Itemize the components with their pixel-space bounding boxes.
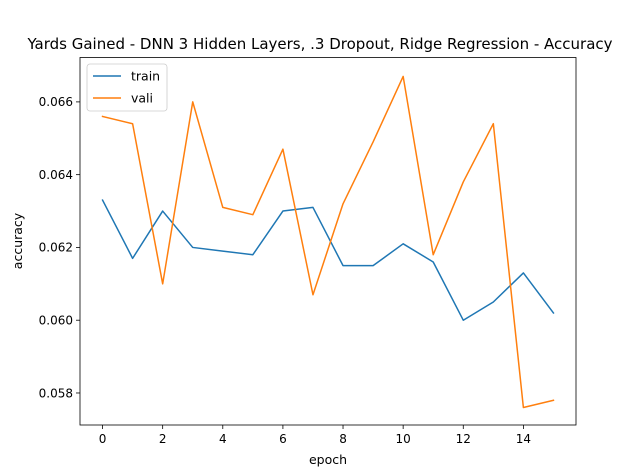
y-tick-label: 0.066 [39,95,73,109]
y-axis-label: accuracy [10,212,25,269]
x-tick-label: 10 [396,432,411,446]
y-tick-label: 0.060 [39,314,73,328]
plot-area [79,57,577,426]
series-line-vali [101,75,555,409]
x-tick-label: 6 [279,432,287,446]
x-tick-label: 2 [159,432,167,446]
y-tick-label: 0.062 [39,241,73,255]
x-axis-label: epoch [309,452,347,467]
plot-lines [101,75,555,409]
x-tick-label: 0 [99,432,107,446]
x-axis-ticks: 0 2 4 6 8 10 12 14 [99,425,531,446]
x-tick-label: 12 [456,432,471,446]
y-tick-label: 0.064 [39,168,73,182]
legend-label-train: train [131,69,160,84]
y-tick-label: 0.058 [39,386,73,400]
series-line-train [101,199,555,321]
legend-label-vali: vali [131,91,153,106]
y-axis-ticks: 0.058 0.060 0.062 0.064 0.066 [39,95,80,400]
x-tick-label: 8 [339,432,347,446]
legend: train vali [86,63,168,112]
x-tick-label: 4 [219,432,227,446]
x-tick-label: 14 [516,432,531,446]
chart-title: Yards Gained - DNN 3 Hidden Layers, .3 D… [26,35,612,53]
